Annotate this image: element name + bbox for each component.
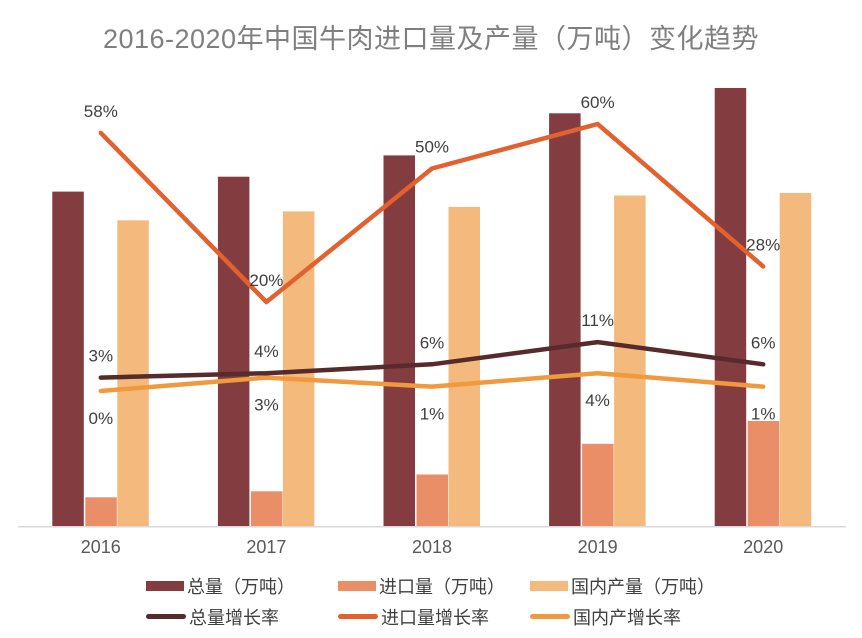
legend-label-import-volume: 进口量（万吨） [379, 576, 505, 597]
bar-import_volume-2020 [747, 421, 780, 526]
bar-total_volume-2016 [52, 191, 84, 526]
bar-import_volume-2016 [85, 497, 117, 526]
point-label-total_growth-2020: 6% [751, 333, 776, 352]
legend-label-domestic-production: 国内产量（万吨） [571, 576, 715, 597]
point-label-import_growth-2020: 28% [746, 235, 780, 254]
point-label-domestic_growth-2016: 0% [89, 409, 114, 428]
x-tick-2016: 2016 [81, 537, 121, 557]
point-label-import_growth-2019: 60% [581, 93, 615, 112]
x-tick-2020: 2020 [743, 537, 783, 557]
total-growth-line-swatch-icon [146, 614, 186, 619]
legend-item-domestic-production: 国内产量（万吨） [530, 573, 722, 599]
point-label-import_growth-2018: 50% [415, 138, 449, 157]
domestic-growth-line-swatch-icon [530, 614, 570, 619]
point-label-total_growth-2019: 11% [581, 311, 614, 330]
line-import_growth [98, 121, 766, 305]
legend-label-import-growth: 进口量增长率 [381, 607, 489, 628]
legend-label-domestic-growth: 国内产增长率 [573, 607, 681, 628]
legend-label-total-volume: 总量（万吨） [187, 576, 295, 597]
x-tick-2017: 2017 [246, 537, 286, 557]
point-label-import_growth-2017: 20% [249, 271, 283, 290]
point-label-domestic_growth-2020: 1% [751, 405, 776, 424]
legend-item-domestic-growth: 国内产增长率 [530, 604, 722, 630]
bar-total_volume-2018 [383, 155, 415, 526]
bar-total_volume-2020 [714, 88, 747, 526]
point-label-domestic_growth-2019: 4% [585, 391, 610, 410]
total-volume-swatch-icon [146, 580, 184, 591]
combo-chart-plot: 0% 3% 1% 4% 1% 3% 4% 6% 11% 6% 58% 20% 50% 60% 28% 2016… [18, 88, 846, 557]
chart-legend: 总量（万吨） 进口量（万吨） 国内产量（万吨） 总量增长率 进口量增长率 [146, 570, 846, 632]
x-tick-2018: 2018 [412, 537, 452, 557]
point-label-domestic_growth-2018: 1% [420, 405, 445, 424]
legend-label-total-growth: 总量增长率 [189, 607, 279, 628]
import-growth-line-swatch-icon [338, 614, 378, 619]
legend-row-bars: 总量（万吨） 进口量（万吨） 国内产量（万吨） [146, 570, 846, 601]
import-volume-swatch-icon [338, 580, 376, 591]
bar-import_volume-2019 [582, 443, 614, 526]
bar-domestic_production-2019 [614, 195, 646, 526]
bar-total_volume-2019 [549, 113, 581, 527]
point-label-domestic_growth-2017: 3% [254, 396, 279, 415]
bar-import_volume-2018 [416, 474, 448, 526]
domestic-production-swatch-icon [530, 580, 568, 591]
legend-item-total-volume: 总量（万吨） [146, 573, 338, 599]
legend-item-import-volume: 进口量（万吨） [338, 573, 530, 599]
bar-domestic_production-2016 [117, 220, 149, 527]
chart-title: 2016-2020年中国牛肉进口量及产量（万吨）变化趋势 [102, 24, 760, 54]
line-domestic_growth [98, 370, 766, 394]
point-label-total_growth-2016: 3% [89, 347, 114, 366]
legend-item-import-growth: 进口量增长率 [338, 604, 530, 630]
x-tick-2019: 2019 [578, 537, 618, 557]
point-label-import_growth-2016: 58% [84, 102, 118, 121]
bar-total_volume-2017 [217, 176, 250, 526]
point-label-total_growth-2018: 6% [420, 333, 445, 352]
bar-domestic_production-2018 [448, 206, 480, 526]
line-total_growth [98, 339, 766, 380]
point-label-total_growth-2017: 4% [254, 342, 279, 361]
bar-import_volume-2017 [250, 491, 283, 526]
bar-domestic_production-2020 [779, 193, 812, 526]
legend-item-total-growth: 总量增长率 [146, 604, 338, 630]
legend-row-lines: 总量增长率 进口量增长率 国内产增长率 [146, 601, 846, 632]
